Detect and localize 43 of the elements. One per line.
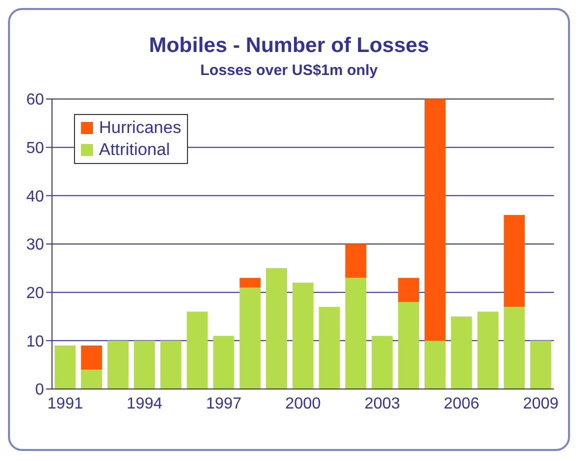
bar: [530, 340, 552, 389]
chart-subtitle: Losses over US$1m only: [199, 62, 379, 79]
y-tick-label: 60: [26, 92, 44, 109]
bar: [54, 346, 76, 389]
x-tick-label: 1994: [126, 395, 162, 412]
y-tick-label: 50: [26, 140, 44, 158]
bar: [107, 340, 128, 389]
bar: [424, 340, 446, 389]
bar: [186, 312, 208, 389]
bar: [424, 99, 446, 341]
bar: [345, 278, 366, 389]
y-tick-label: 0: [35, 382, 44, 399]
legend-label: Attritional: [98, 139, 171, 161]
x-tick-label: 1997: [206, 395, 242, 412]
bar: [504, 306, 525, 389]
y-tick-label: 30: [26, 236, 44, 254]
bar: [266, 268, 288, 389]
bar: [318, 306, 340, 389]
x-tick-label: 1991: [47, 395, 84, 412]
bar: [240, 288, 261, 389]
bar: [81, 346, 102, 370]
y-tick-label: 20: [26, 285, 44, 302]
bar: [134, 340, 155, 389]
bar: [398, 302, 420, 389]
bar: [372, 336, 393, 389]
bar: [213, 336, 234, 389]
bar: [345, 244, 366, 278]
x-tick-label: 2006: [444, 395, 480, 412]
bar: [504, 215, 525, 307]
bar: [450, 316, 472, 389]
x-tick-label: 2009: [522, 395, 559, 412]
legend-label: Hurricanes: [98, 117, 182, 139]
bar: [160, 340, 182, 389]
bar: [398, 278, 420, 302]
y-tick-label: 10: [26, 333, 44, 350]
x-tick-label: 2000: [285, 395, 321, 412]
bar: [240, 278, 261, 288]
bar: [81, 370, 102, 389]
x-tick-label: 2003: [364, 395, 400, 412]
y-tick-label: 40: [26, 188, 44, 206]
bar: [292, 282, 314, 389]
bar: [477, 312, 498, 389]
chart-title: Mobiles - Number of Losses: [148, 34, 430, 58]
